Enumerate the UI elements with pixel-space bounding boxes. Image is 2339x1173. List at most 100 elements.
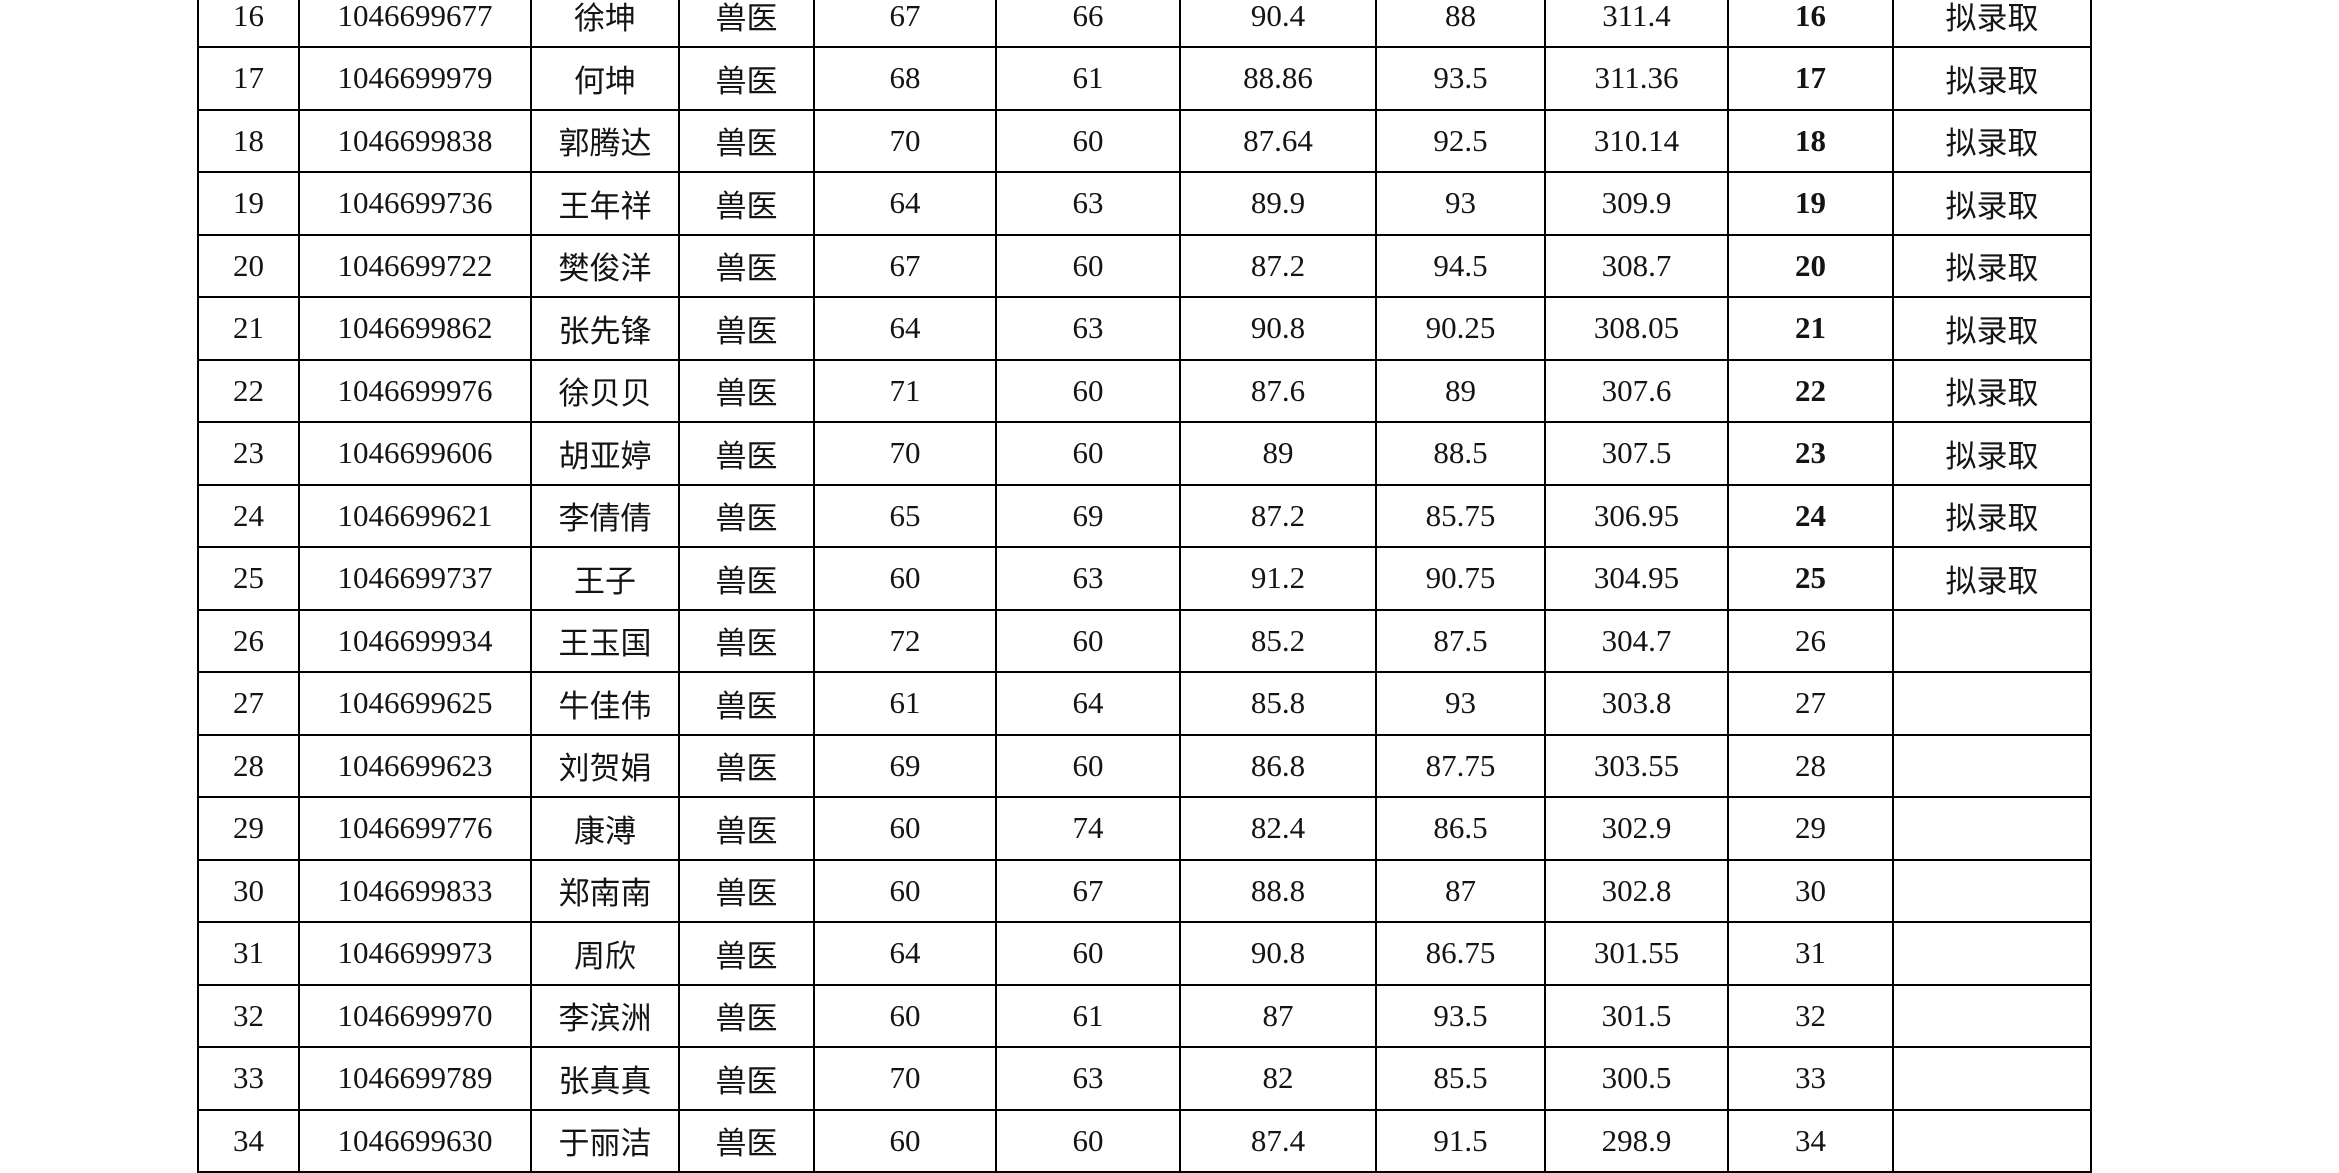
cell-score1: 60 (813, 858, 997, 923)
table-row: 34 1046699630 于丽洁 兽医 60 60 87.4 91.5 298.9 34 (197, 1108, 2092, 1173)
cell-seq: 18 (197, 108, 300, 173)
cell-seq: 31 (197, 921, 300, 986)
cell-score4: 94.5 (1375, 233, 1546, 298)
cell-score2: 63 (995, 546, 1181, 611)
cell-major: 兽医 (678, 233, 815, 298)
cell-score2: 64 (995, 671, 1181, 736)
cell-total: 307.5 (1544, 421, 1729, 486)
cell-score2: 60 (995, 421, 1181, 486)
cell-score1: 60 (813, 546, 997, 611)
cell-seq: 32 (197, 983, 300, 1048)
cell-rank: 17 (1727, 46, 1894, 111)
table-row: 20 1046699722 樊俊洋 兽医 67 60 87.2 94.5 308.7 20 拟录取 (197, 233, 2092, 298)
cell-seq: 17 (197, 46, 300, 111)
cell-rank: 24 (1727, 483, 1894, 548)
cell-score3: 87.4 (1179, 1108, 1377, 1173)
cell-score4: 88.5 (1375, 421, 1546, 486)
cell-score1: 64 (813, 921, 997, 986)
cell-major: 兽医 (678, 546, 815, 611)
cell-score1: 69 (813, 733, 997, 798)
cell-rank: 20 (1727, 233, 1894, 298)
cell-rank: 25 (1727, 546, 1894, 611)
cell-score1: 60 (813, 1108, 997, 1173)
cell-total: 301.5 (1544, 983, 1729, 1048)
cell-name: 郭腾达 (530, 108, 680, 173)
cell-score2: 69 (995, 483, 1181, 548)
cell-status: 拟录取 (1892, 483, 2092, 548)
cell-rank: 22 (1727, 358, 1894, 423)
cell-score1: 70 (813, 108, 997, 173)
cell-score2: 66 (995, 0, 1181, 48)
cell-rank: 31 (1727, 921, 1894, 986)
cell-name: 徐坤 (530, 0, 680, 48)
cell-score2: 63 (995, 1046, 1181, 1111)
cell-name: 王玉国 (530, 608, 680, 673)
cell-candidate_id: 1046699838 (298, 108, 532, 173)
cell-total: 308.05 (1544, 296, 1729, 361)
cell-total: 311.4 (1544, 0, 1729, 48)
cell-score3: 82.4 (1179, 796, 1377, 861)
cell-score2: 74 (995, 796, 1181, 861)
cell-name: 康溥 (530, 796, 680, 861)
cell-score3: 90.8 (1179, 296, 1377, 361)
cell-score1: 70 (813, 1046, 997, 1111)
cell-status: 拟录取 (1892, 108, 2092, 173)
cell-status (1892, 796, 2092, 861)
cell-score2: 67 (995, 858, 1181, 923)
cell-score3: 87 (1179, 983, 1377, 1048)
table-row: 31 1046699973 周欣 兽医 64 60 90.8 86.75 301.55 31 (197, 921, 2092, 986)
cell-score3: 87.6 (1179, 358, 1377, 423)
cell-score4: 86.75 (1375, 921, 1546, 986)
cell-rank: 30 (1727, 858, 1894, 923)
cell-score2: 60 (995, 233, 1181, 298)
cell-seq: 30 (197, 858, 300, 923)
cell-total: 310.14 (1544, 108, 1729, 173)
cell-status: 拟录取 (1892, 296, 2092, 361)
cell-major: 兽医 (678, 108, 815, 173)
cell-total: 300.5 (1544, 1046, 1729, 1111)
cell-status: 拟录取 (1892, 546, 2092, 611)
cell-candidate_id: 1046699677 (298, 0, 532, 48)
cell-candidate_id: 1046699776 (298, 796, 532, 861)
cell-status (1892, 858, 2092, 923)
cell-score2: 63 (995, 296, 1181, 361)
cell-rank: 32 (1727, 983, 1894, 1048)
cell-candidate_id: 1046699606 (298, 421, 532, 486)
cell-score4: 93.5 (1375, 46, 1546, 111)
table-row: 16 1046699677 徐坤 兽医 67 66 90.4 88 311.4 16 拟录取 (197, 0, 2092, 48)
cell-major: 兽医 (678, 983, 815, 1048)
cell-score2: 60 (995, 358, 1181, 423)
cell-score3: 88.86 (1179, 46, 1377, 111)
table-row: 19 1046699736 王年祥 兽医 64 63 89.9 93 309.9 19 拟录取 (197, 171, 2092, 236)
cell-seq: 34 (197, 1108, 300, 1173)
cell-major: 兽医 (678, 46, 815, 111)
cell-score2: 63 (995, 171, 1181, 236)
cell-name: 王子 (530, 546, 680, 611)
cell-score3: 90.4 (1179, 0, 1377, 48)
cell-seq: 29 (197, 796, 300, 861)
cell-total: 302.9 (1544, 796, 1729, 861)
cell-status (1892, 983, 2092, 1048)
cell-status: 拟录取 (1892, 421, 2092, 486)
cell-name: 王年祥 (530, 171, 680, 236)
cell-rank: 34 (1727, 1108, 1894, 1173)
cell-status: 拟录取 (1892, 171, 2092, 236)
cell-rank: 23 (1727, 421, 1894, 486)
cell-score3: 86.8 (1179, 733, 1377, 798)
cell-candidate_id: 1046699934 (298, 608, 532, 673)
cell-status: 拟录取 (1892, 233, 2092, 298)
cell-candidate_id: 1046699979 (298, 46, 532, 111)
cell-rank: 18 (1727, 108, 1894, 173)
cell-name: 樊俊洋 (530, 233, 680, 298)
cell-major: 兽医 (678, 0, 815, 48)
table-row: 18 1046699838 郭腾达 兽医 70 60 87.64 92.5 310.14 18 拟录… (197, 108, 2092, 173)
cell-status (1892, 671, 2092, 736)
cell-total: 309.9 (1544, 171, 1729, 236)
cell-candidate_id: 1046699621 (298, 483, 532, 548)
cell-rank: 19 (1727, 171, 1894, 236)
cell-name: 刘贺娟 (530, 733, 680, 798)
cell-status (1892, 1046, 2092, 1111)
cell-rank: 33 (1727, 1046, 1894, 1111)
cell-score1: 71 (813, 358, 997, 423)
cell-candidate_id: 1046699625 (298, 671, 532, 736)
